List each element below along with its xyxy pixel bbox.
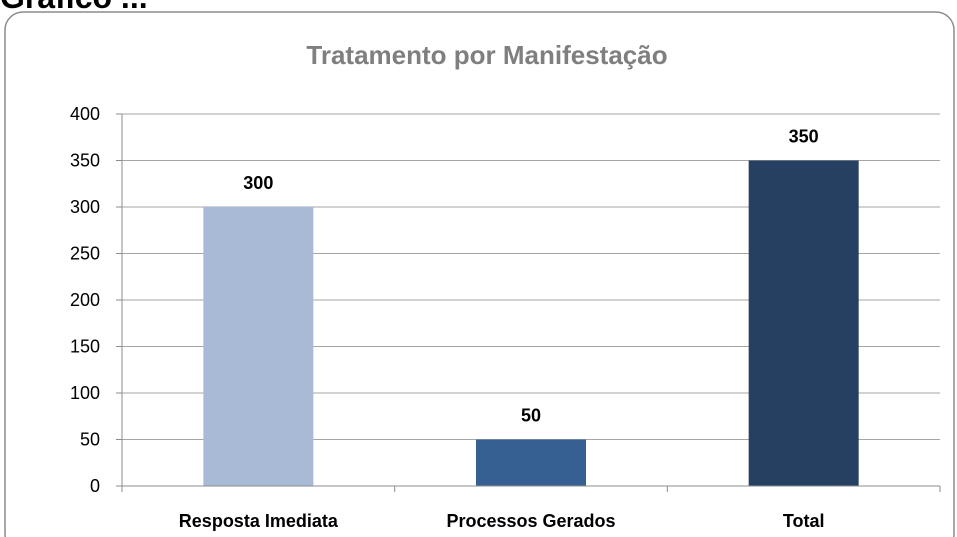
y-tick-label: 0 <box>90 476 100 496</box>
x-tick-label: Total <box>783 511 825 531</box>
y-tick-label: 150 <box>70 337 100 357</box>
y-tick-label: 50 <box>80 430 100 450</box>
y-tick-label: 250 <box>70 244 100 264</box>
x-tick-label: Processos Gerados <box>446 511 615 531</box>
chart-title: Tratamento por Manifestação <box>306 40 667 70</box>
y-tick-label: 300 <box>70 197 100 217</box>
y-tick-label: 200 <box>70 290 100 310</box>
y-tick-label: 350 <box>70 151 100 171</box>
page-heading: Gráfico ... <box>0 0 148 15</box>
bar <box>476 439 586 486</box>
bar <box>203 207 314 486</box>
y-tick-label: 400 <box>70 104 100 124</box>
data-label: 300 <box>243 173 273 193</box>
data-label: 50 <box>521 406 541 426</box>
x-tick-label: Resposta Imediata <box>179 511 339 531</box>
bar <box>748 160 859 486</box>
data-label: 350 <box>789 127 819 147</box>
y-tick-label: 100 <box>70 383 100 403</box>
